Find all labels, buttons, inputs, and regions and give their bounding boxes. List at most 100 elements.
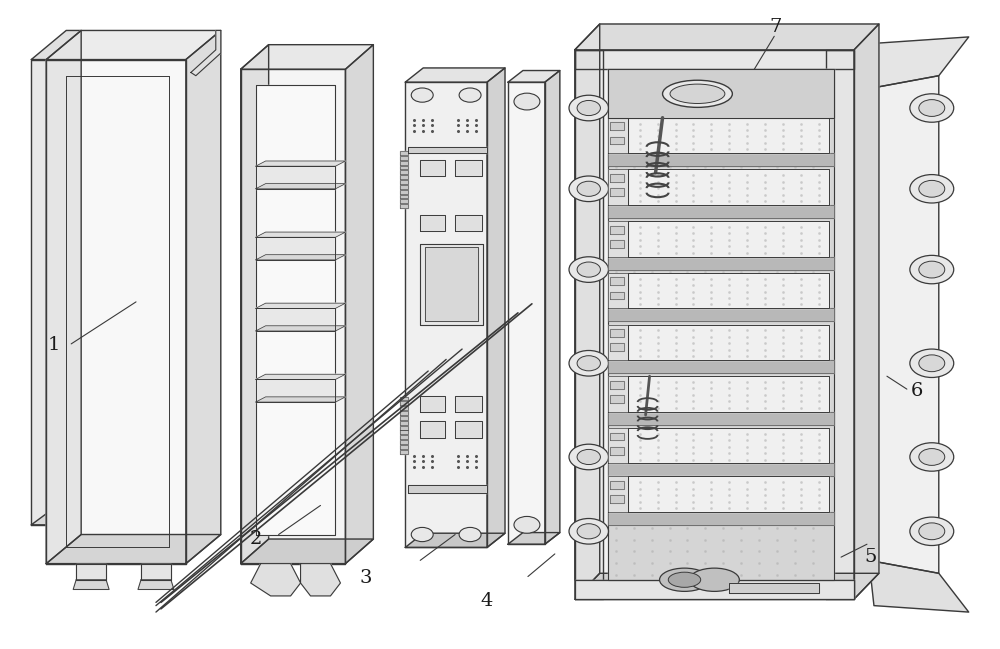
Polygon shape — [610, 174, 624, 182]
Circle shape — [577, 356, 600, 371]
Text: 3: 3 — [359, 569, 372, 587]
Polygon shape — [608, 428, 628, 463]
Polygon shape — [608, 324, 628, 360]
Polygon shape — [575, 50, 854, 69]
Circle shape — [910, 349, 954, 378]
Circle shape — [577, 101, 600, 116]
Polygon shape — [400, 190, 408, 193]
Polygon shape — [575, 50, 854, 599]
Polygon shape — [869, 560, 969, 612]
Polygon shape — [400, 185, 408, 189]
Circle shape — [569, 95, 608, 121]
Polygon shape — [408, 485, 487, 493]
Text: 4: 4 — [481, 592, 493, 609]
Circle shape — [411, 528, 433, 542]
Polygon shape — [420, 396, 445, 411]
Circle shape — [569, 176, 608, 202]
Polygon shape — [610, 381, 624, 389]
Polygon shape — [455, 396, 482, 411]
Polygon shape — [400, 450, 408, 454]
Polygon shape — [186, 31, 221, 563]
Polygon shape — [455, 160, 482, 176]
Circle shape — [919, 261, 945, 278]
Circle shape — [910, 94, 954, 122]
Polygon shape — [628, 169, 829, 205]
Polygon shape — [628, 428, 829, 463]
Polygon shape — [608, 476, 628, 512]
Text: 7: 7 — [769, 18, 782, 36]
Polygon shape — [608, 463, 834, 476]
Polygon shape — [31, 31, 81, 60]
Circle shape — [919, 355, 945, 372]
Polygon shape — [610, 278, 624, 286]
Polygon shape — [76, 563, 106, 580]
Polygon shape — [610, 329, 624, 337]
Polygon shape — [400, 426, 408, 430]
Polygon shape — [138, 580, 174, 589]
Polygon shape — [608, 153, 834, 166]
Polygon shape — [575, 580, 854, 599]
Polygon shape — [575, 573, 879, 599]
Polygon shape — [575, 580, 854, 599]
Circle shape — [910, 443, 954, 471]
Circle shape — [569, 519, 608, 544]
Polygon shape — [826, 50, 854, 599]
Circle shape — [577, 524, 600, 539]
Polygon shape — [608, 256, 834, 269]
Ellipse shape — [670, 84, 725, 103]
Polygon shape — [241, 45, 373, 69]
Polygon shape — [301, 563, 340, 596]
Polygon shape — [405, 533, 505, 548]
Polygon shape — [400, 445, 408, 449]
Polygon shape — [608, 376, 628, 411]
Polygon shape — [575, 24, 879, 50]
Polygon shape — [73, 580, 109, 589]
Polygon shape — [628, 221, 829, 256]
Polygon shape — [608, 169, 628, 205]
Polygon shape — [610, 240, 624, 248]
Polygon shape — [241, 45, 269, 563]
Polygon shape — [256, 380, 335, 402]
Polygon shape — [608, 205, 834, 218]
Polygon shape — [400, 416, 408, 420]
Polygon shape — [241, 69, 345, 563]
Polygon shape — [610, 433, 624, 440]
Polygon shape — [608, 69, 834, 580]
Polygon shape — [869, 37, 969, 89]
Polygon shape — [854, 24, 879, 599]
Polygon shape — [608, 69, 834, 117]
Polygon shape — [400, 397, 408, 400]
Polygon shape — [256, 254, 345, 260]
Polygon shape — [345, 45, 373, 563]
Polygon shape — [400, 180, 408, 184]
Polygon shape — [420, 244, 483, 324]
Polygon shape — [628, 376, 829, 411]
Polygon shape — [610, 291, 624, 299]
Polygon shape — [487, 68, 505, 548]
Polygon shape — [256, 238, 335, 260]
Ellipse shape — [660, 568, 709, 591]
Circle shape — [919, 448, 945, 465]
Polygon shape — [400, 195, 408, 199]
Circle shape — [577, 181, 600, 197]
Polygon shape — [251, 563, 301, 596]
Polygon shape — [256, 161, 345, 166]
Polygon shape — [608, 273, 628, 308]
Polygon shape — [608, 308, 834, 321]
Polygon shape — [256, 397, 345, 402]
Polygon shape — [869, 76, 939, 573]
Polygon shape — [256, 232, 345, 238]
Polygon shape — [400, 204, 408, 208]
Polygon shape — [405, 82, 487, 548]
Polygon shape — [420, 215, 445, 231]
Polygon shape — [400, 440, 408, 444]
Circle shape — [569, 350, 608, 376]
Polygon shape — [608, 512, 834, 525]
Polygon shape — [191, 31, 221, 76]
Circle shape — [910, 175, 954, 203]
Polygon shape — [46, 31, 221, 60]
Polygon shape — [610, 395, 624, 403]
Polygon shape — [508, 82, 545, 545]
Polygon shape — [420, 160, 445, 176]
Polygon shape — [608, 221, 628, 256]
